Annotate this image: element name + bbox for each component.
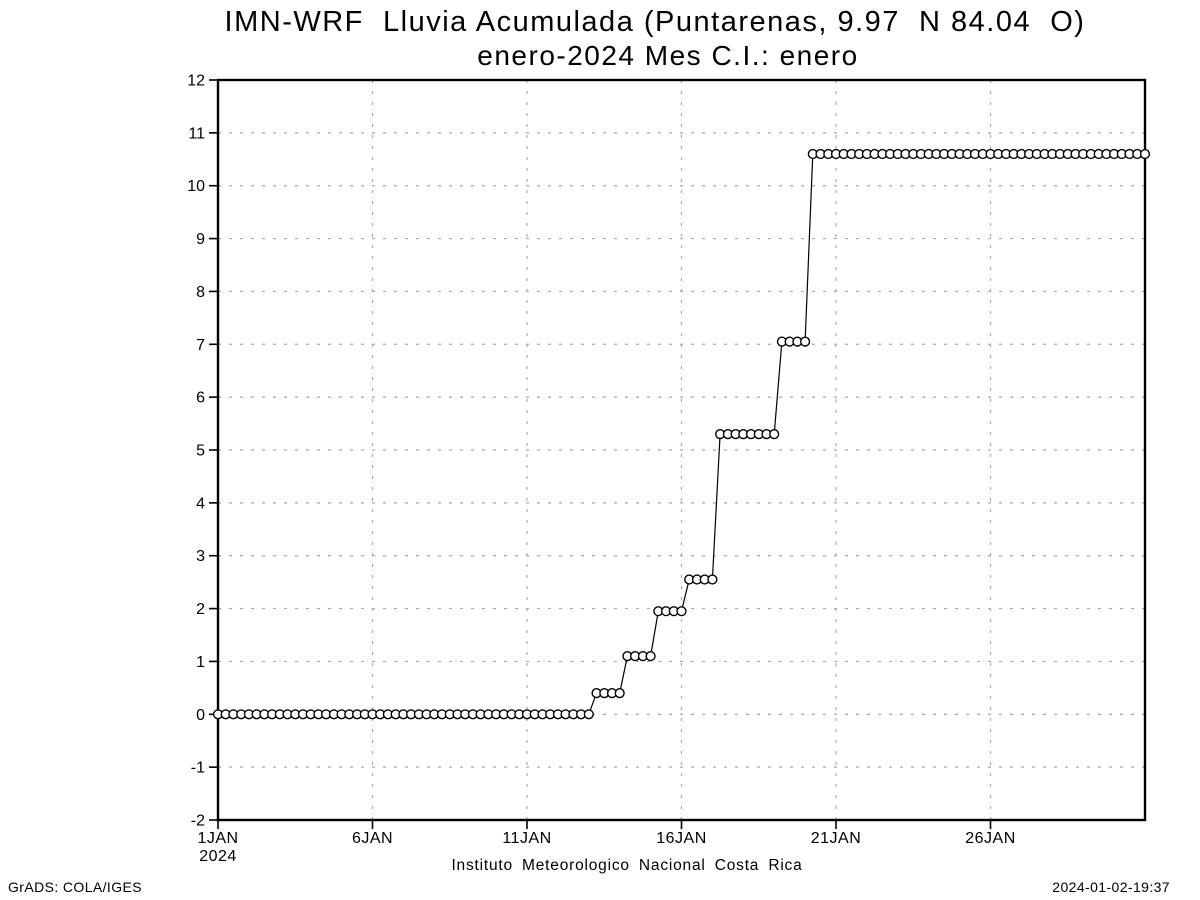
data-point-marker <box>676 606 687 617</box>
y-tick-label: 11 <box>188 125 205 142</box>
timestamp-label: 2024-01-02-19:37 <box>1052 879 1170 895</box>
y-tick-label: -1 <box>191 760 205 777</box>
y-tick-label: 6 <box>196 390 205 407</box>
y-tick-label: 3 <box>196 548 205 565</box>
y-tick-label: 2 <box>196 601 205 618</box>
chart-title: IMN-WRF Lluvia Acumulada (Puntarenas, 9.… <box>225 6 1086 38</box>
x-tick-label: 1JAN <box>197 830 238 847</box>
y-tick-label: 10 <box>187 178 205 195</box>
x-tick-label: 11JAN <box>502 830 551 847</box>
y-tick-label: 8 <box>196 284 205 301</box>
y-tick-label: -2 <box>191 813 205 830</box>
data-point-marker <box>707 574 718 585</box>
data-point-marker <box>1139 148 1151 160</box>
x-tick-label: 21JAN <box>811 830 862 847</box>
y-tick-label: 7 <box>196 337 205 354</box>
x-tick-label: 6JAN <box>352 830 393 847</box>
data-point-marker <box>645 650 656 662</box>
y-tick-label: 0 <box>196 707 205 724</box>
data-point-marker <box>769 429 780 440</box>
data-point-marker <box>614 687 625 699</box>
y-tick-label: 12 <box>187 73 205 90</box>
chart-subtitle: enero-2024 Mes C.I.: enero <box>477 40 858 71</box>
x-tick-label: 16JAN <box>656 830 707 847</box>
data-point-marker <box>583 709 594 720</box>
x-axis-sublabel: Instituto Meteorologico Nacional Costa R… <box>451 857 802 874</box>
y-tick-label: 4 <box>196 495 205 512</box>
data-point-marker <box>799 336 811 347</box>
y-tick-label: 9 <box>196 231 205 248</box>
x-tick-label: 26JAN <box>965 830 1016 847</box>
grads-credit-label: GrADS: COLA/IGES <box>8 879 142 895</box>
x-tick-year-label: 2024 <box>199 848 237 865</box>
y-tick-label: 1 <box>196 654 205 671</box>
y-tick-label: 5 <box>196 443 205 460</box>
